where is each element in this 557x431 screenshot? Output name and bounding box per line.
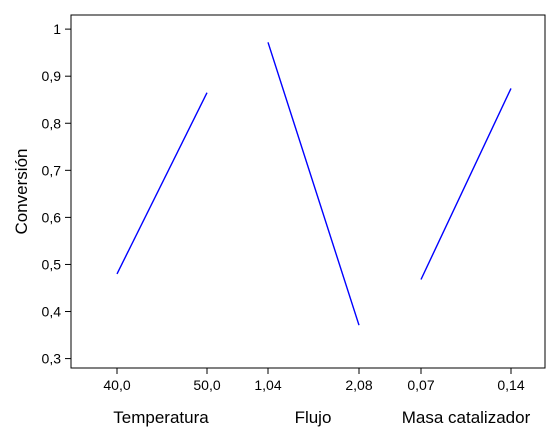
x-tick-label: 40,0 [103,377,130,393]
plot-frame [70,14,546,369]
factor-label: Temperatura [113,408,209,427]
x-tick-label: 50,0 [193,377,220,393]
effect-line-1 [116,92,208,275]
effect-line-3 [420,88,512,280]
y-tick-label: 0,6 [42,209,62,225]
x-tick-label: 0,14 [497,377,524,393]
y-tick-label: 0,9 [42,68,62,84]
y-axis: 0,3 0,4 0,5 0,6 0,7 0,8 0,9 1 [42,21,71,367]
y-tick-label: 0,4 [42,304,62,320]
x-axis: 40,0 50,0 Temperatura 1,04 2,08 Flujo 0,07 0,14… [103,368,531,427]
x-tick-label: 2,08 [345,377,372,393]
factor-label: Flujo [295,408,332,427]
y-tick-label: 0,8 [42,115,62,131]
series-group [116,42,512,326]
x-tick-label: 0,07 [407,377,434,393]
y-tick-label: 1 [53,21,61,37]
y-tick-label: 0,3 [42,351,62,367]
y-tick-label: 0,5 [42,256,62,272]
y-tick-label: 0,7 [42,162,62,178]
y-axis-label: Conversión [12,149,31,235]
factor-label: Masa catalizador [402,408,531,427]
effect-line-2 [267,42,360,326]
x-tick-label: 1,04 [254,377,281,393]
